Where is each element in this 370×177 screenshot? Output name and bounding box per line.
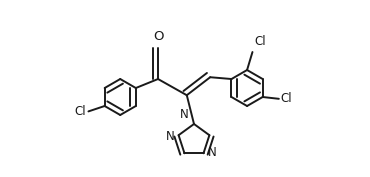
Text: N: N xyxy=(179,108,188,121)
Text: Cl: Cl xyxy=(281,92,292,105)
Text: N: N xyxy=(208,146,216,159)
Text: Cl: Cl xyxy=(74,105,85,118)
Text: O: O xyxy=(153,30,163,43)
Text: N: N xyxy=(166,130,175,143)
Text: Cl: Cl xyxy=(255,35,266,48)
